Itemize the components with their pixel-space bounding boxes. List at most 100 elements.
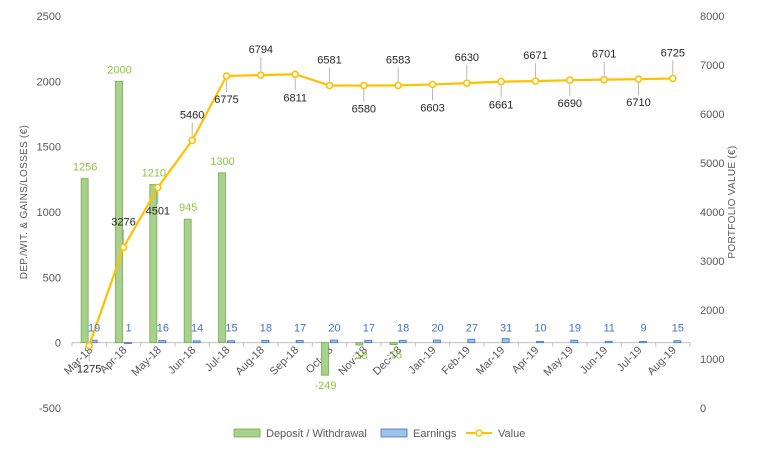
- x-tick-label: May-18: [130, 344, 164, 378]
- value-label: 6794: [249, 44, 273, 56]
- value-point: [85, 341, 93, 350]
- x-tick-label: Jan-19: [406, 344, 438, 376]
- x-tick-label: Jul-18: [203, 344, 233, 374]
- value-series-line: [88, 73, 673, 346]
- value-point: [497, 77, 505, 86]
- earnings-label: 16: [157, 323, 169, 335]
- value-point: [222, 72, 231, 80]
- value-label: 6775: [214, 94, 238, 106]
- value-point: [119, 243, 128, 252]
- earnings-bar: [604, 340, 613, 344]
- y-tick-label: 2000: [37, 76, 61, 88]
- value-point: [600, 75, 608, 84]
- y-axis-title: DEP./WIT. & GAINS/LOSSES (€): [19, 125, 30, 279]
- earnings-label: 31: [500, 323, 512, 335]
- x-tick-label: Feb-19: [440, 344, 473, 377]
- earnings-bar: [124, 342, 132, 344]
- value-label: 6701: [592, 49, 616, 61]
- bars: [80, 80, 682, 376]
- value-label: 6725: [661, 47, 685, 59]
- value-label: 6671: [523, 50, 547, 62]
- value-label: 1275: [77, 364, 101, 376]
- y2-tick-label: 2000: [700, 305, 724, 317]
- value-point: [394, 81, 402, 90]
- deposit-bar: [80, 178, 89, 344]
- value-line: [85, 70, 677, 350]
- deposit-bar: [389, 342, 398, 346]
- value-point: [257, 71, 265, 79]
- y-tick-label: 2500: [37, 11, 61, 23]
- earnings-bar: [673, 340, 682, 344]
- legend-value-label: Value: [498, 428, 525, 440]
- deposit-label: 945: [179, 202, 197, 214]
- x-tick-label: Jun-18: [166, 344, 198, 376]
- deposit-label: 2000: [107, 64, 131, 76]
- x-tick-label: Apr-19: [510, 344, 542, 376]
- y2-tick-label: 3000: [700, 256, 724, 268]
- value-point: [154, 183, 162, 192]
- earnings-bar: [295, 340, 304, 344]
- x-tick-label: Apr-18: [98, 344, 130, 376]
- deposit-bar: [149, 184, 158, 344]
- y2-tick-label: 1000: [700, 354, 724, 366]
- earnings-label: 9: [640, 323, 646, 335]
- legend-deposit-label: Deposit / Withdrawal: [266, 428, 367, 440]
- data-labels: 1256 2000 1210 945 1300 -249 -18 -15 19 1 16 14 15 18…: [73, 44, 685, 392]
- earnings-label: 18: [397, 323, 409, 335]
- y2-tick-label: 7000: [700, 60, 724, 72]
- earnings-bar: [261, 339, 270, 344]
- earnings-bar: [536, 340, 544, 344]
- earnings-bar: [398, 339, 407, 344]
- value-point: [188, 136, 196, 145]
- earnings-bar: [192, 340, 201, 344]
- earnings-bar: [158, 340, 167, 344]
- y2-tick-label: 0: [700, 403, 706, 415]
- earnings-label: 18: [260, 323, 272, 335]
- deposit-bar: [183, 218, 192, 344]
- value-point: [634, 75, 643, 84]
- y2-tick-label: 5000: [700, 158, 724, 170]
- value-label: 6630: [455, 52, 479, 64]
- value-label: 6690: [558, 98, 582, 110]
- x-tick-label: Jun-19: [578, 344, 610, 376]
- y-tick-label: 1000: [37, 207, 61, 219]
- value-label: 6583: [386, 54, 410, 66]
- x-tick-label: Jul-19: [615, 344, 645, 374]
- deposit-bar: [218, 172, 226, 344]
- value-point: [531, 77, 540, 85]
- value-point: [360, 81, 368, 90]
- value-label: 6710: [626, 97, 650, 109]
- x-tick-label: May-19: [542, 344, 576, 378]
- legend: Deposit / Withdrawal Earnings Value: [233, 428, 525, 440]
- y2-tick-label: 4000: [700, 207, 724, 219]
- value-label: 6603: [420, 102, 444, 114]
- earnings-bar: [227, 340, 235, 344]
- value-point: [669, 74, 677, 83]
- earnings-label: 20: [328, 323, 340, 335]
- earnings-label: 10: [534, 323, 546, 335]
- value-label: 4501: [146, 205, 170, 217]
- x-tick-label: Aug-19: [645, 344, 679, 378]
- earnings-bar: [501, 338, 510, 344]
- value-point: [463, 79, 471, 87]
- deposit-label: -15: [386, 350, 402, 362]
- x-tick-label: Sep-18: [268, 344, 302, 378]
- earnings-label: 27: [466, 323, 478, 335]
- value-point: [291, 70, 299, 79]
- y2-tick-label: 6000: [700, 109, 724, 121]
- x-tick-label: Aug-18: [233, 344, 267, 378]
- value-label: 5460: [180, 109, 204, 121]
- earnings-label: 1: [125, 323, 131, 335]
- legend-earnings-label: Earnings: [413, 428, 457, 440]
- earnings-label: 15: [225, 323, 237, 335]
- y2-tick-label: 8000: [700, 11, 724, 23]
- value-point: [325, 81, 334, 90]
- x-tick-label: Oct-18: [304, 344, 336, 376]
- deposit-bar: [321, 342, 329, 376]
- value-label: 6580: [352, 104, 376, 116]
- earnings-label: 14: [191, 323, 203, 335]
- value-label: 6661: [489, 100, 513, 112]
- y-tick-label: 500: [43, 272, 61, 284]
